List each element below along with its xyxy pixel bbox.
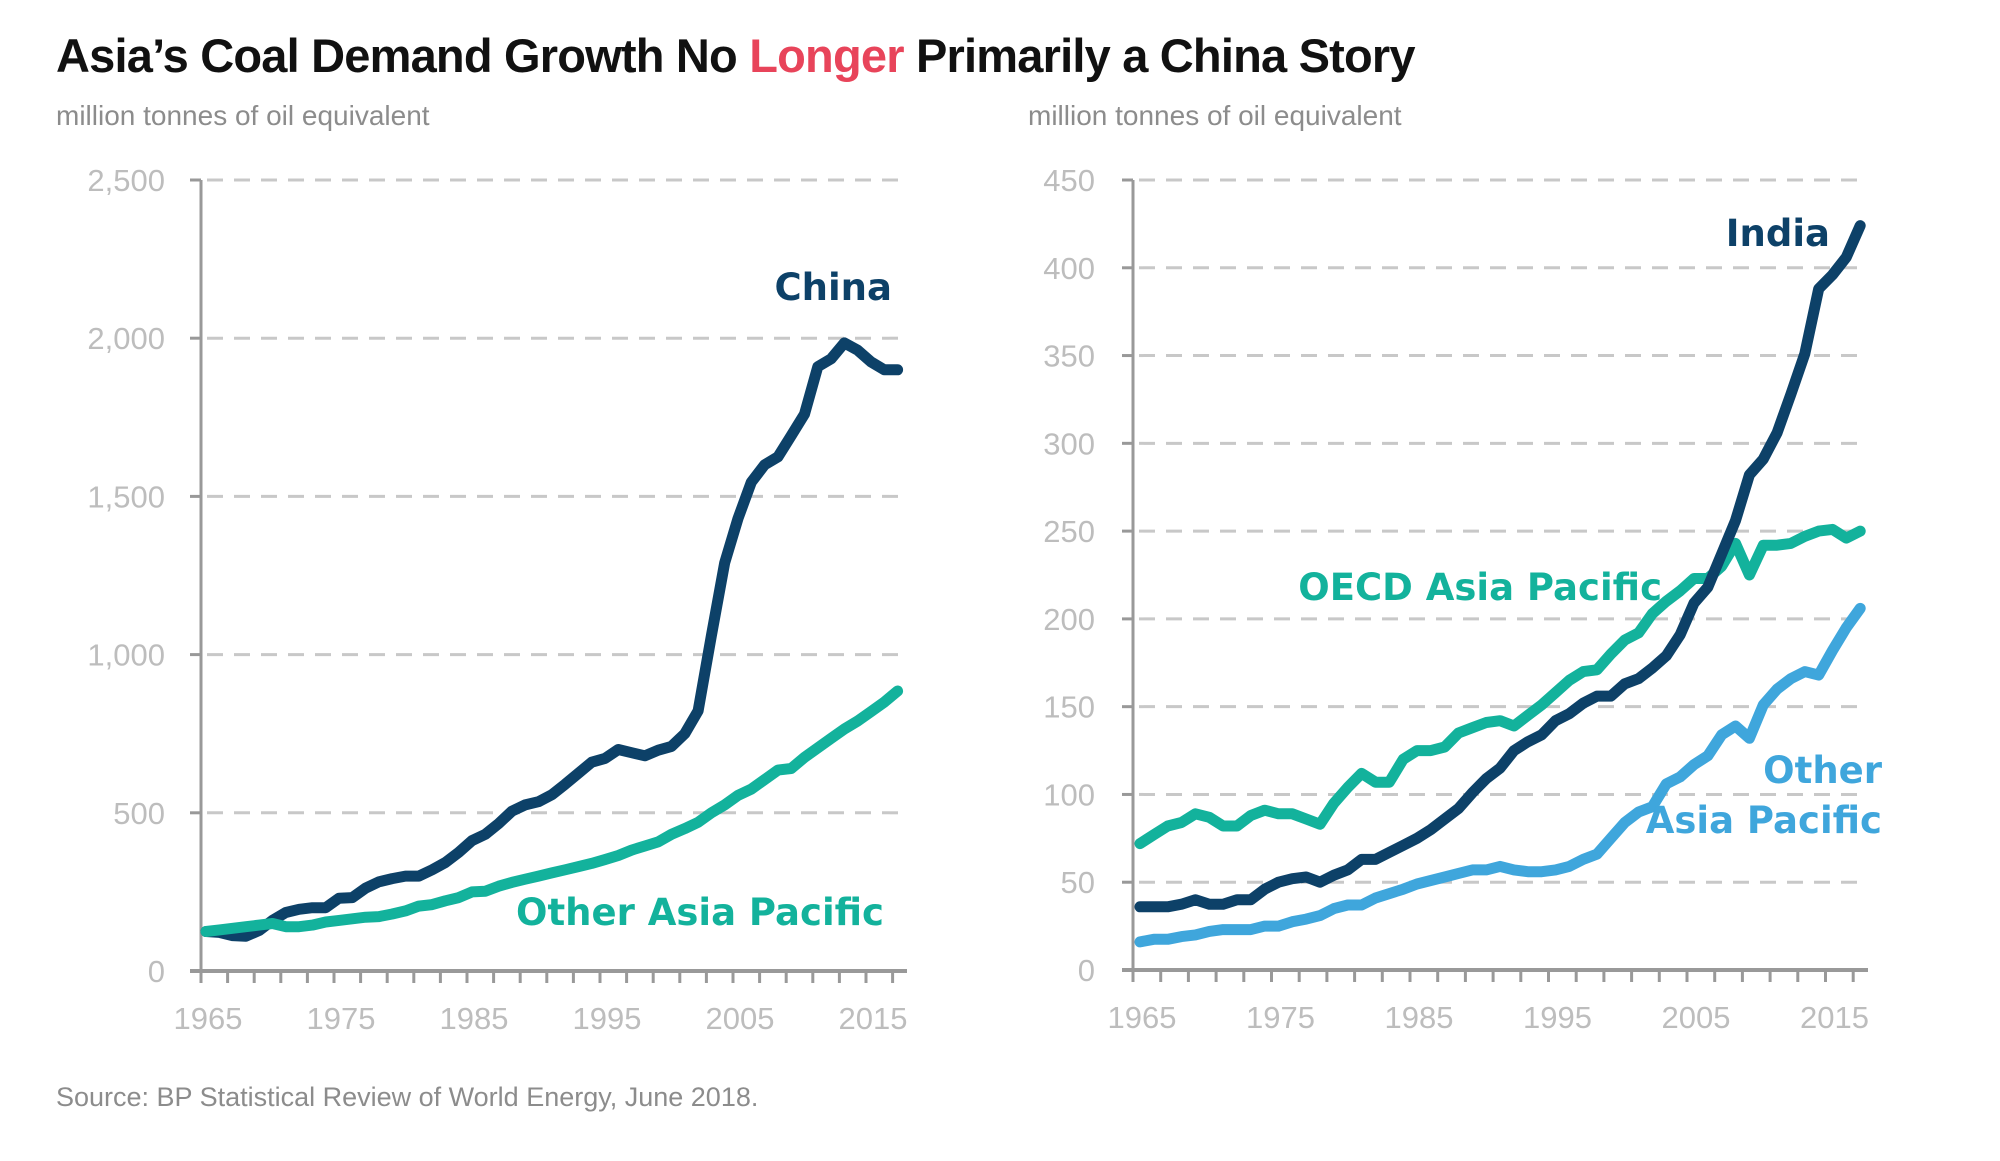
y-tick-label: 1,500	[87, 479, 165, 514]
y-tick-label: 2,500	[87, 163, 165, 198]
series-label-china: China	[775, 266, 893, 309]
series-label-other-asia-pacific: Other	[1763, 749, 1883, 792]
left-chart-unit-label: million tonnes of oil equivalent	[56, 100, 430, 131]
right-chart-unit-label: million tonnes of oil equivalent	[1028, 100, 1402, 131]
right-chart-panel: 0 50 100 150 200 250 300 350 400 450 1965 1975 1985 1…	[1043, 163, 1882, 1035]
y-tick-label: 1,000	[87, 638, 165, 673]
series-line-india	[1134, 220, 1866, 913]
x-tick-label: 1995	[1523, 1000, 1592, 1035]
series-label-other-asia-pacific: Other Asia Pacific	[516, 891, 884, 934]
x-tick-label: 2005	[706, 1001, 775, 1036]
y-tick-label: 400	[1043, 251, 1095, 286]
title-highlight-word: Longer	[749, 29, 904, 82]
y-tick-label: 500	[113, 796, 165, 831]
chart-title: Asia’s Coal Demand Growth No Longer Prim…	[56, 28, 1416, 83]
y-tick-label: 50	[1061, 865, 1095, 900]
y-tick-label: 150	[1043, 690, 1095, 725]
left-chart-panel: 0 500 1,000 1,500 2,000 2,500 1965 1975 1985 1995…	[87, 163, 907, 1036]
x-tick-label: 1965	[1108, 1000, 1177, 1035]
x-tick-label: 2015	[1800, 1000, 1869, 1035]
series-label-other-asia-pacific: Asia Pacific	[1646, 799, 1882, 842]
y-tick-label: 200	[1043, 602, 1095, 637]
x-tick-label: 1975	[307, 1001, 376, 1036]
x-tick-label: 1995	[573, 1001, 642, 1036]
series-line-other-asia-pacific	[1134, 602, 1866, 948]
x-tick-label: 2005	[1662, 1000, 1731, 1035]
x-tick-label: 1975	[1246, 1000, 1315, 1035]
series-line-china	[200, 337, 904, 942]
x-tick-label: 1985	[1385, 1000, 1454, 1035]
y-tick-label: 350	[1043, 339, 1095, 374]
series-label-india: India	[1726, 212, 1830, 255]
title-text-after: Primarily a China Story	[903, 29, 1416, 82]
series-line-other-asia-pacific	[200, 685, 904, 937]
series-line-oecd-asia-pacific	[1134, 523, 1866, 850]
x-tick-label: 1985	[440, 1001, 509, 1036]
title-text-before: Asia’s Coal Demand Growth No	[56, 29, 750, 82]
y-tick-label: 100	[1043, 777, 1095, 812]
source-note: Source: BP Statistical Review of World E…	[56, 1082, 759, 1112]
x-tick-label: 2015	[839, 1001, 908, 1036]
y-tick-label: 0	[1078, 953, 1095, 988]
y-tick-label: 2,000	[87, 321, 165, 356]
y-tick-label: 300	[1043, 426, 1095, 461]
y-tick-label: 0	[148, 954, 165, 989]
x-tick-label: 1965	[174, 1001, 243, 1036]
series-label-oecd-asia-pacific: OECD Asia Pacific	[1298, 566, 1662, 609]
y-tick-label: 450	[1043, 163, 1095, 198]
y-tick-label: 250	[1043, 514, 1095, 549]
